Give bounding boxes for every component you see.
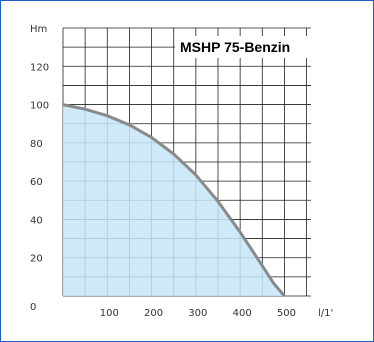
y-axis-label: Hm: [30, 24, 47, 35]
y-tick-labels: 0 20 40 60 80 100 120: [30, 62, 49, 313]
y-tick-label: 120: [30, 62, 49, 73]
y-tick-label: 40: [30, 215, 43, 226]
x-tick-label: 300: [188, 308, 207, 319]
y-tick-label: 0: [30, 302, 36, 313]
x-tick-label: 500: [277, 308, 296, 319]
y-tick-label: 100: [30, 101, 49, 112]
x-tick-label: 100: [100, 308, 119, 319]
title-background: [175, 36, 337, 58]
y-tick-label: 20: [30, 254, 43, 265]
performance-curve: [62, 103, 286, 297]
x-tick-label: 200: [144, 308, 163, 319]
x-tick-labels: 100 200 300 400 500: [100, 308, 296, 319]
y-tick-label: 80: [30, 139, 43, 150]
chart-title: MSHP 75-Benzin: [180, 39, 290, 55]
performance-area: [63, 104, 285, 296]
y-tick-label: 60: [30, 177, 43, 188]
x-axis-label: l/1': [318, 308, 333, 319]
x-tick-label: 400: [233, 308, 252, 319]
